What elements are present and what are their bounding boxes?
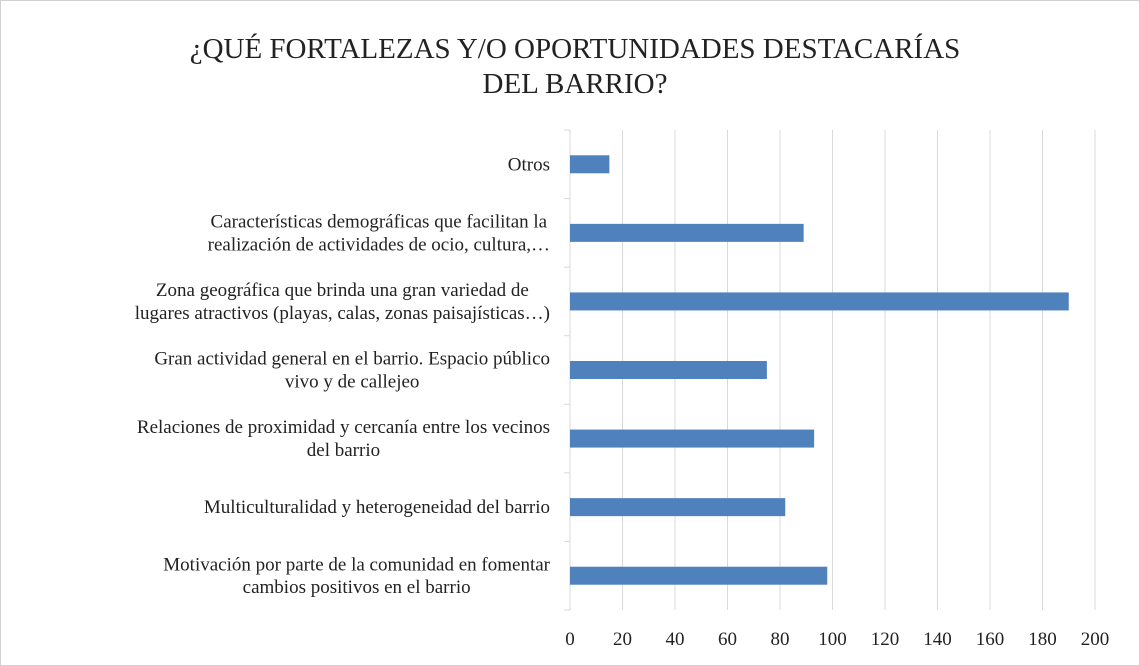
x-tick-label: 200 bbox=[1081, 629, 1110, 650]
y-tick-label: Motivación por parte de la comunidad en … bbox=[163, 554, 550, 598]
bar bbox=[570, 155, 610, 174]
y-tick-label: Otros bbox=[508, 154, 550, 175]
bar bbox=[570, 566, 828, 585]
x-tick-label: 100 bbox=[818, 629, 847, 650]
y-tick-label: Zona geográfica que brinda una gran vari… bbox=[135, 280, 550, 324]
y-tick-label: Características demográficas que facilit… bbox=[208, 211, 550, 255]
chart-title: ¿QUÉ FORTALEZAS Y/O OPORTUNIDADES DESTAC… bbox=[190, 32, 961, 100]
bar bbox=[570, 429, 815, 448]
y-tick-label: Relaciones de proximidad y cercanía entr… bbox=[137, 417, 550, 461]
bar bbox=[570, 223, 804, 242]
x-tick-label: 20 bbox=[613, 629, 632, 650]
x-tick-label: 140 bbox=[923, 629, 952, 650]
bar bbox=[570, 292, 1069, 311]
x-tick-label: 180 bbox=[1028, 629, 1057, 650]
y-tick-label: Multiculturalidad y heterogeneidad del b… bbox=[204, 497, 550, 518]
bar bbox=[570, 498, 786, 517]
x-tick-label: 120 bbox=[871, 629, 900, 650]
x-tick-label: 60 bbox=[718, 629, 737, 650]
x-tick-label: 160 bbox=[976, 629, 1005, 650]
x-tick-label: 80 bbox=[771, 629, 790, 650]
x-tick-label: 40 bbox=[666, 629, 685, 650]
bar bbox=[570, 361, 767, 379]
y-tick-label: Gran actividad general en el barrio. Esp… bbox=[154, 349, 550, 393]
x-tick-label: 0 bbox=[565, 629, 575, 650]
